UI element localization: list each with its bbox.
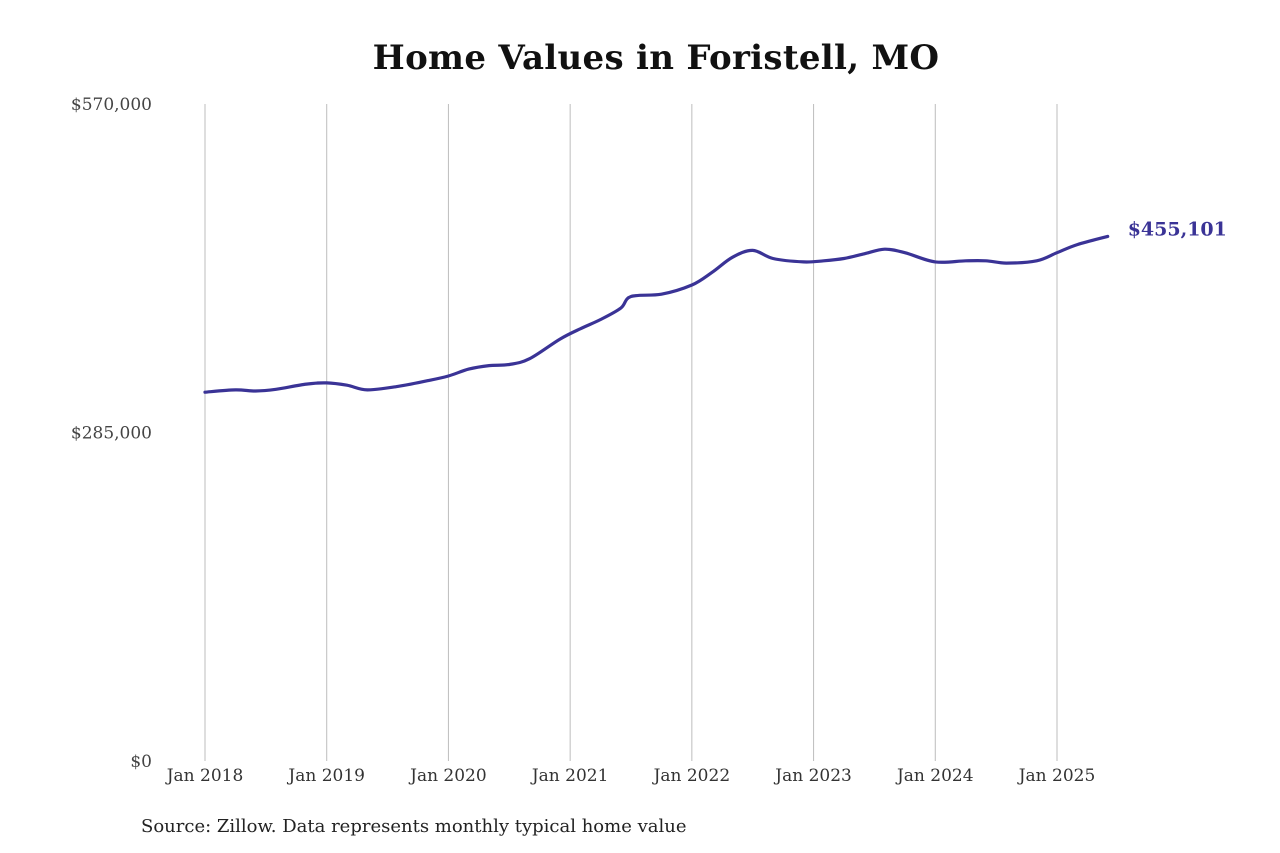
home-value-series-line (203, 234, 1110, 394)
x-axis-tick-labels: Jan 2018 Jan 2019 Jan 2020 Jan 2021 Jan 2022… (165, 766, 1096, 786)
x-tick-label: Jan 2025 (1017, 766, 1096, 786)
x-tick-label: Jan 2024 (895, 766, 974, 786)
series-layer (203, 234, 1110, 394)
end-value-label-layer: $455,101 (1128, 218, 1227, 240)
vertical-gridlines (204, 104, 1058, 761)
y-tick-label: $285,000 (71, 424, 152, 444)
x-tick-label: Jan 2019 (286, 766, 365, 786)
x-tick-label: Jan 2018 (165, 766, 244, 786)
x-tick-label: Jan 2021 (530, 766, 609, 786)
y-tick-label: $0 (130, 752, 152, 772)
x-tick-label: Jan 2020 (408, 766, 487, 786)
end-value-label: $455,101 (1128, 218, 1227, 240)
y-tick-label: $570,000 (71, 95, 152, 115)
source-note: Source: Zillow. Data represents monthly … (141, 816, 687, 837)
y-axis-tick-labels: $0 $285,000 $570,000 (71, 95, 152, 772)
x-tick-label: Jan 2022 (652, 766, 731, 786)
x-tick-label: Jan 2023 (773, 766, 852, 786)
chart-title: Home Values in Foristell, MO (372, 38, 940, 78)
